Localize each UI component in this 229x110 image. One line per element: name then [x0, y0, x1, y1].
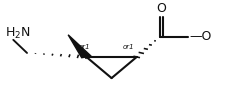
- Text: —O: —O: [188, 30, 211, 43]
- Polygon shape: [68, 35, 91, 58]
- Text: O: O: [155, 2, 165, 15]
- Text: H$_2$N: H$_2$N: [5, 26, 31, 41]
- Text: or1: or1: [78, 44, 90, 50]
- Text: or1: or1: [122, 44, 134, 50]
